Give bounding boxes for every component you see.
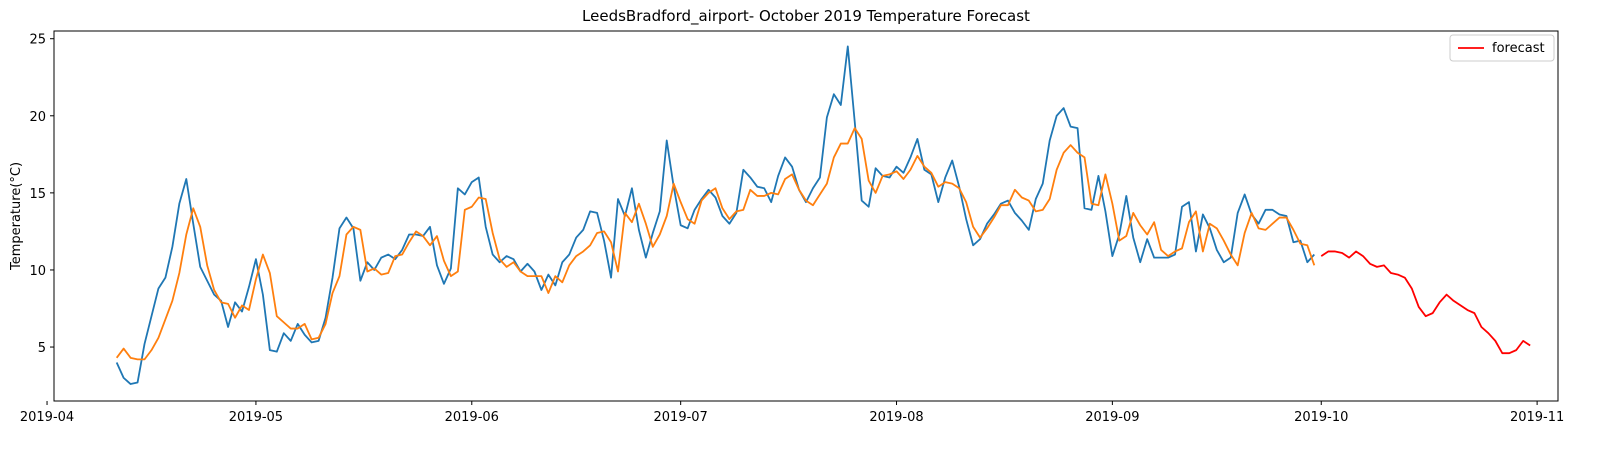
y-tick-label: 25 — [29, 33, 46, 48]
x-tick-label: 2019-04 — [20, 410, 74, 425]
y-tick-label: 10 — [29, 264, 46, 279]
series-line-forecast — [1320, 250, 1531, 355]
x-tick-label: 2019-08 — [869, 410, 923, 425]
plot-frame — [53, 30, 1559, 402]
tick-layer: 5 10 15 20 25 2019-04 2019-05 2019-06 2019-07 201… — [20, 33, 1564, 425]
series-line-observed — [115, 45, 1315, 385]
legend-label-forecast: forecast — [1492, 41, 1545, 56]
x-tick-label: 2019-07 — [654, 410, 708, 425]
x-tick-label: 2019-11 — [1510, 410, 1564, 425]
series-line-predicted — [115, 127, 1316, 361]
x-tick-label: 2019-09 — [1085, 410, 1139, 425]
y-axis-label: Temperature(°C) — [9, 162, 24, 271]
x-tick-label: 2019-10 — [1294, 410, 1348, 425]
legend-box — [1449, 34, 1555, 62]
y-tick-label: 20 — [29, 110, 46, 125]
series-layer — [115, 45, 1531, 385]
y-tick-label: 15 — [29, 187, 46, 202]
x-tick-label: 2019-06 — [445, 410, 499, 425]
chart-title: LeedsBradford_airport- October 2019 Temp… — [582, 7, 1030, 26]
x-tick-label: 2019-05 — [229, 410, 283, 425]
legend: forecast — [1449, 34, 1555, 62]
y-tick-label: 5 — [38, 341, 46, 356]
